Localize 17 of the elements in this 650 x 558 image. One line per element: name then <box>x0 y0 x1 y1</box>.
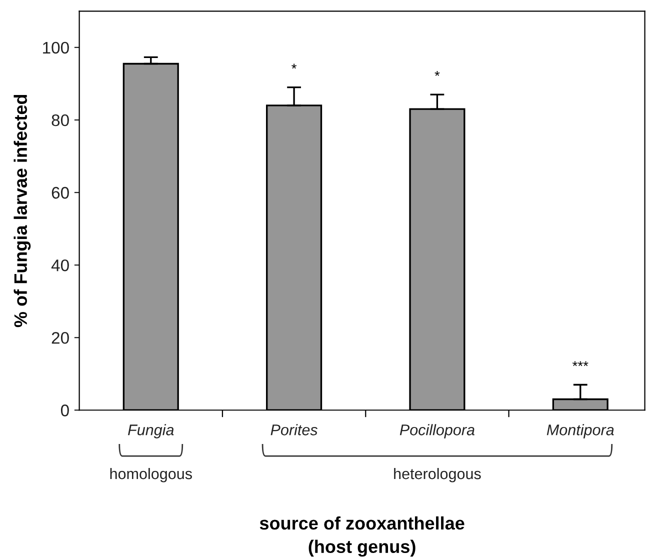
annotation: *** <box>572 361 588 366</box>
annotation: * <box>434 71 440 76</box>
y-tick-label: 80 <box>52 114 69 126</box>
text: homologous <box>110 468 192 482</box>
text: heterologous <box>394 468 481 482</box>
y-axis-title: % of Fungia larvae infected <box>14 94 31 328</box>
x-tick-label: Pocillopora <box>400 424 474 438</box>
y-tick-label: 40 <box>51 259 69 272</box>
x-tick-label: Fungia <box>128 424 174 438</box>
y-tick-label: 60 <box>52 186 69 199</box>
x-axis-title: source of zooxanthellae (host genus) <box>260 516 464 557</box>
annotation: * <box>292 64 297 69</box>
y-tick-label: 20 <box>52 332 69 344</box>
y-tick-label: 0 <box>60 404 69 416</box>
y-tick-label: 100 <box>43 42 69 54</box>
x-tick-label: Porites <box>270 424 318 436</box>
x-tick-label: Montipora <box>546 424 614 438</box>
